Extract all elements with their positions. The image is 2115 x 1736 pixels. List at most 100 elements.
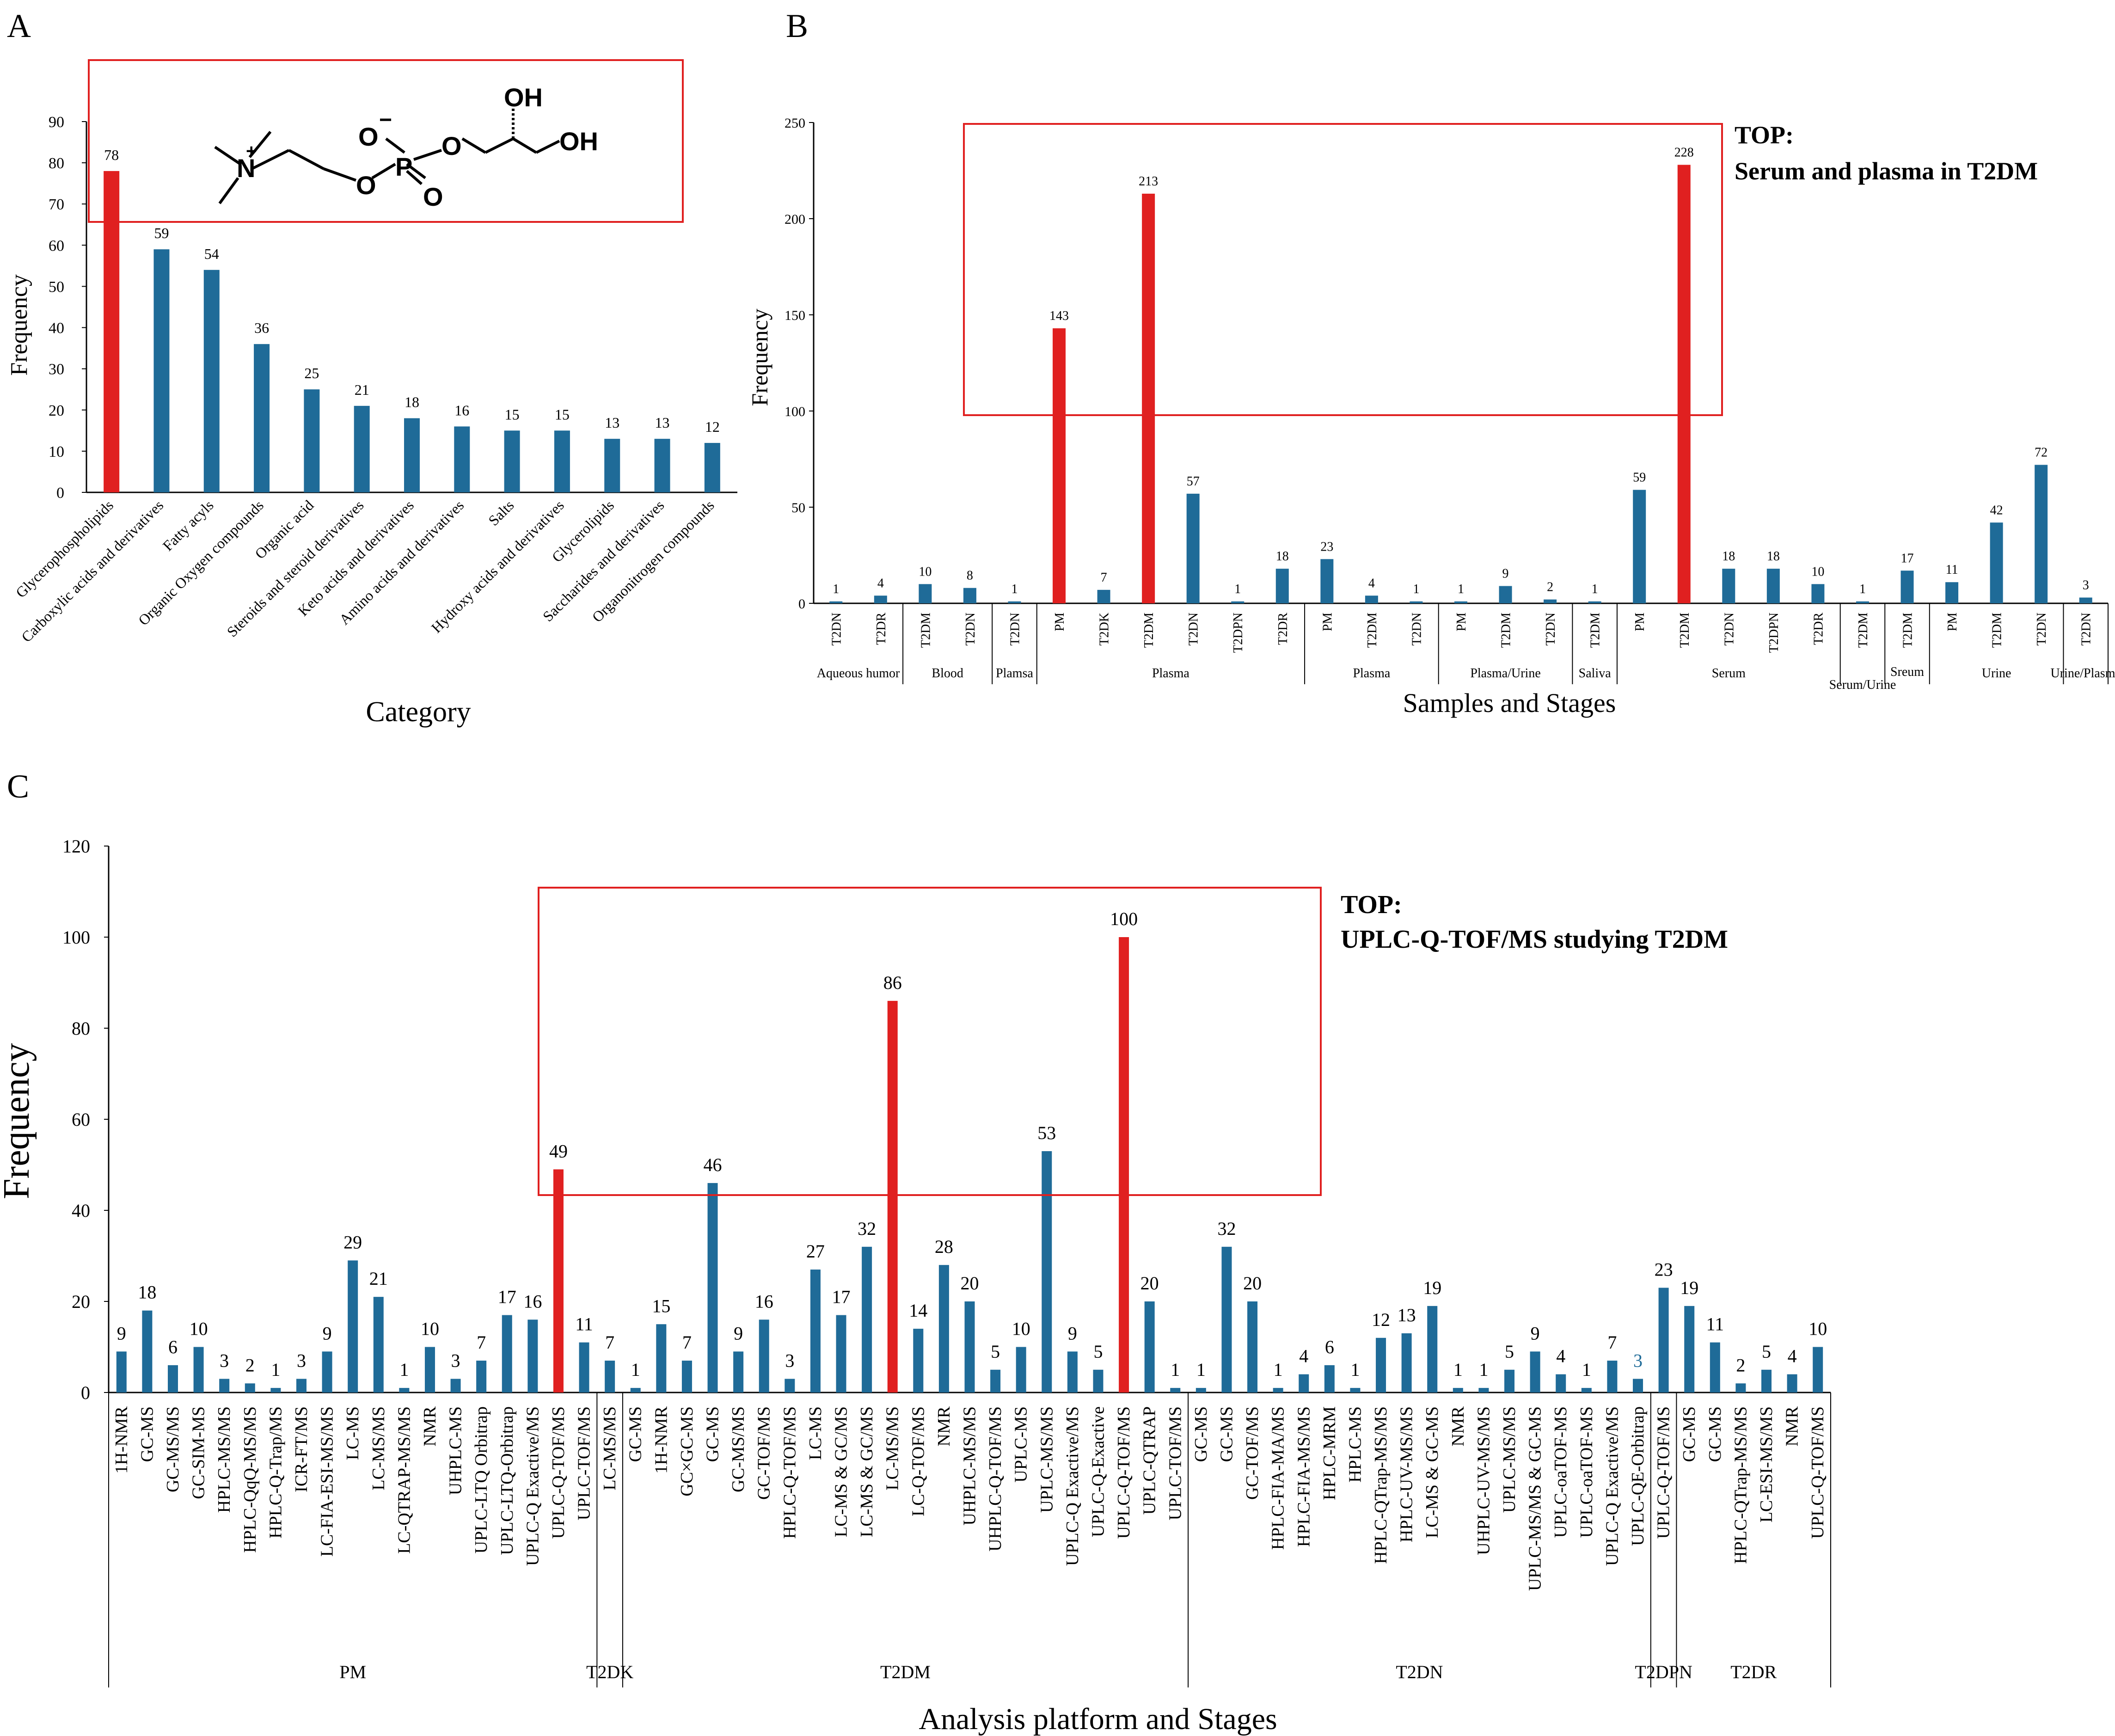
panel-c-data-label: 3 [451,1350,460,1371]
panel-b-group-label: Plasma [1353,666,1390,681]
panel-c-data-label: 12 [1372,1309,1390,1330]
panel-b-data-label: 213 [1139,174,1158,189]
panel-c-data-label: 1 [1171,1359,1180,1380]
panel-b-tick-label: T2DN [1722,613,1736,646]
panel-c-bar [913,1329,924,1392]
panel-a-data-label: 21 [355,381,369,398]
panel-c-xlabel: Analysis platform and Stages [919,1702,1277,1736]
panel-a-tick-label: Glycerophospholipids [12,497,116,601]
panel-c-bar [1787,1374,1797,1392]
panel-c-bar [887,1000,898,1392]
panel-b-data-label: 1 [1859,582,1866,596]
panel-b-data-label: 57 [1187,474,1200,489]
panel-b-group-label: Aqueous humor [817,666,900,681]
panel-c-bar [681,1361,692,1392]
panel-b-bar [1320,559,1334,603]
panel-b-tick-label: T2DM [1499,613,1514,648]
panel-c-ytick-label: 0 [81,1382,90,1403]
panel-b-bar [1231,601,1244,603]
panel-b-bar [1499,586,1512,603]
panel-a-bar [304,389,320,492]
panel-a-data-label: 25 [304,365,319,381]
panel-c-bar [1607,1361,1618,1392]
panel-b-data-label: 3 [2083,578,2089,593]
panel-b-data-label: 18 [1722,549,1735,564]
panel-c-data-label: 53 [1037,1123,1056,1143]
panel-c-bar [1170,1388,1181,1392]
panel-c-bar [193,1347,204,1392]
panel-b-data-label: 1 [833,582,839,596]
panel-c-tick-label: GC-MS/MS [163,1406,183,1492]
panel-c-group-label: T2DK [586,1662,633,1682]
panel-c-bar [1710,1342,1720,1392]
panel-c-bar [424,1347,435,1392]
panel-c-data-label: 7 [1607,1332,1617,1353]
panel-b-bar [1053,328,1066,603]
panel-c-data-label: 19 [1423,1277,1441,1298]
panel-b-bar [1410,601,1423,603]
panel-a-ylabel: Frequency [6,274,32,375]
panel-b-data-label: 2 [1547,580,1553,595]
panel-c-data-label: 4 [1299,1346,1308,1367]
panel-c-bar [1761,1369,1772,1392]
panel-c-ytick-label: 60 [72,1109,90,1130]
panel-c-tick-label: UPLC-TOF/MS [1165,1406,1185,1520]
panel-c-tick-label: GC-MS/MS [729,1406,748,1492]
panel-c-tick-label: UPLC-Q Exactive/MS [523,1406,542,1566]
panel-c-data-label: 16 [523,1291,542,1312]
panel-c-data-label: 32 [858,1218,876,1239]
panel-c-bar [1221,1246,1232,1392]
panel-c-ytick-label: 100 [62,927,90,948]
panel-c-data-label: 1 [1479,1359,1488,1380]
panel-c-bar [964,1301,975,1392]
panel-b-bar [1677,165,1691,603]
panel-b-tick-label: T2DM [1142,613,1156,648]
atom-oh-top: OH [504,83,543,112]
panel-b-bar [1588,601,1601,603]
panel-a-ytick-label: 20 [49,402,64,419]
panel-c-bar [502,1315,512,1392]
panel-c-tick-label: UPLC-TOF/MS [575,1406,594,1520]
panel-c-data-label: 9 [323,1323,332,1343]
panel-c-bar [1478,1388,1489,1392]
panel-c-bar [167,1365,178,1392]
panel-b-tick-label: PM [1633,613,1647,632]
panel-a-bar [254,344,270,492]
panel-c-bar [1453,1388,1463,1392]
panel-a-data-label: 78 [104,147,119,163]
panel-c-data-label: 20 [1140,1273,1159,1294]
panel-c-bar [1813,1347,1823,1392]
panel-b-bar [2035,465,2048,603]
panel-a-data-label: 59 [154,225,169,241]
panel-b-group-label: Urine/Plasma [2051,666,2115,681]
atom-o-double: O [423,182,443,211]
panel-c-bar [1042,1151,1052,1392]
panel-c-tick-label: HPLC-MS/MS [215,1406,234,1513]
panel-c-data-label: 1 [1582,1359,1591,1380]
panel-c-tick-label: UPLC-Q-TOF/MS [1654,1406,1674,1539]
panel-c-tick-label: LC-MS [806,1406,825,1460]
panel-b-data-label: 1 [1234,582,1241,596]
panel-c-bar [1504,1369,1515,1392]
panel-c-data-label: 5 [1762,1341,1771,1362]
panel-a-bar [354,405,370,492]
panel-c-data-label: 1 [631,1359,640,1380]
panel-c-tick-label: GC-MS [1217,1406,1236,1462]
panel-c-ytick-label: 20 [72,1291,90,1312]
panel-c-data-label: 20 [1243,1273,1262,1294]
panel-c-bar [579,1342,589,1392]
panel-c-tick-label: NMR [934,1406,954,1446]
panel-c-bar [296,1379,307,1392]
panel-c-data-label: 1 [271,1359,280,1380]
panel-b-group-label: Blood [932,666,963,681]
panel-b-ytick-label: 100 [785,404,805,419]
panel-a-bar [203,270,220,492]
panel-c-tick-label: LC-MS/MS [600,1406,619,1491]
panel-a-bar [104,171,120,492]
panel-c-tick-label: UPLC-Q-TOF/MS [549,1406,568,1539]
panel-b-ytick-label: 200 [785,212,805,227]
panel-c-bar [1581,1388,1592,1392]
panel-c-bar [1016,1347,1026,1392]
panel-b-tick-label: T2DM [1990,613,2005,648]
